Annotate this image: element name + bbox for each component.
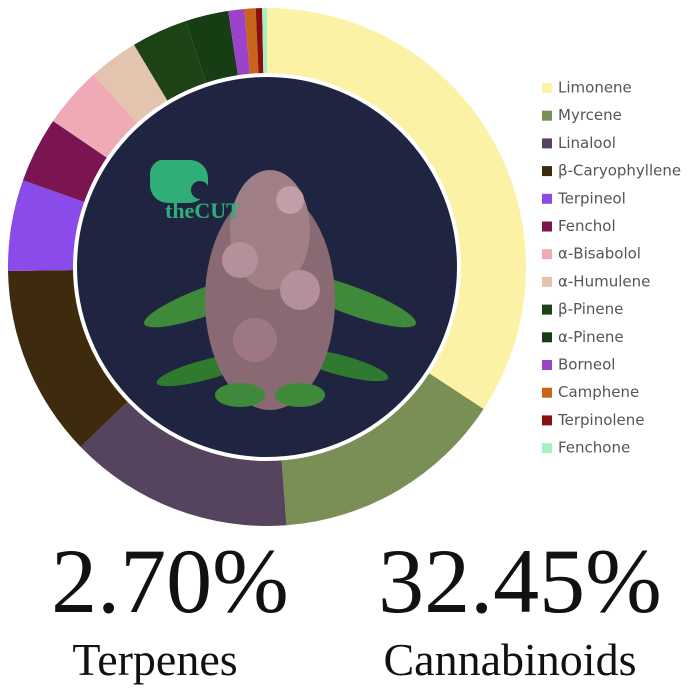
legend-label: Fenchol [558, 217, 616, 235]
legend-swatch [542, 415, 552, 426]
donut-segment [255, 8, 264, 78]
donut-segment [281, 371, 484, 526]
legend-label: β-Pinene [558, 300, 623, 318]
legend-label: Limonene [558, 79, 632, 97]
legend-label: Terpineol [557, 189, 626, 207]
legend-label: Borneol [558, 356, 615, 374]
legend-label: α-Bisabolol [558, 245, 641, 263]
logo-text: theCUT [165, 198, 241, 223]
legend-label: Linalool [558, 134, 616, 152]
terpenes-value: 2.70% [51, 530, 289, 632]
legend-swatch [542, 249, 552, 260]
legend-label: α-Pinene [558, 328, 624, 346]
legend-swatch [542, 166, 552, 177]
legend-swatch [542, 387, 552, 398]
legend-swatch [542, 193, 552, 204]
legend-swatch [542, 360, 552, 370]
legend-swatch [542, 276, 552, 287]
donut-segment [228, 8, 251, 80]
plant-illustration [144, 170, 416, 410]
donut-segment [53, 74, 140, 160]
cannabinoids-label: Cannabinoids [384, 634, 637, 685]
donut-segment [93, 44, 170, 126]
donut-segment [262, 8, 267, 78]
legend-label: α-Humulene [558, 272, 650, 290]
legend-label: β-Caryophyllene [558, 162, 681, 180]
legend: Limonene Myrcene Linalool β-Caryophyllene Te… [542, 79, 681, 457]
terpenes-label: Terpenes [72, 634, 237, 685]
donut-segment [8, 269, 131, 447]
legend-swatch [542, 304, 552, 315]
legend-label: Myrcene [558, 106, 622, 124]
donut-segment [133, 21, 208, 104]
legend-swatch [542, 443, 552, 454]
logo-cutout [191, 181, 209, 199]
legend-swatch [542, 138, 552, 149]
legend-swatch [542, 221, 552, 232]
legend-label: Fenchone [558, 439, 630, 457]
donut-segment [8, 180, 88, 272]
donut [8, 8, 526, 526]
donut-segment [267, 8, 526, 409]
legend-swatch [542, 332, 552, 343]
donut-segment [185, 10, 239, 87]
donut-segment [244, 8, 259, 78]
cannabinoids-value: 32.45% [378, 530, 662, 632]
legend-swatch [542, 110, 552, 121]
legend-label: Terpinolene [557, 411, 645, 429]
donut-segment [80, 399, 287, 526]
donut-segment [22, 121, 111, 204]
legend-swatch [542, 83, 552, 93]
legend-label: Camphene [558, 383, 639, 401]
